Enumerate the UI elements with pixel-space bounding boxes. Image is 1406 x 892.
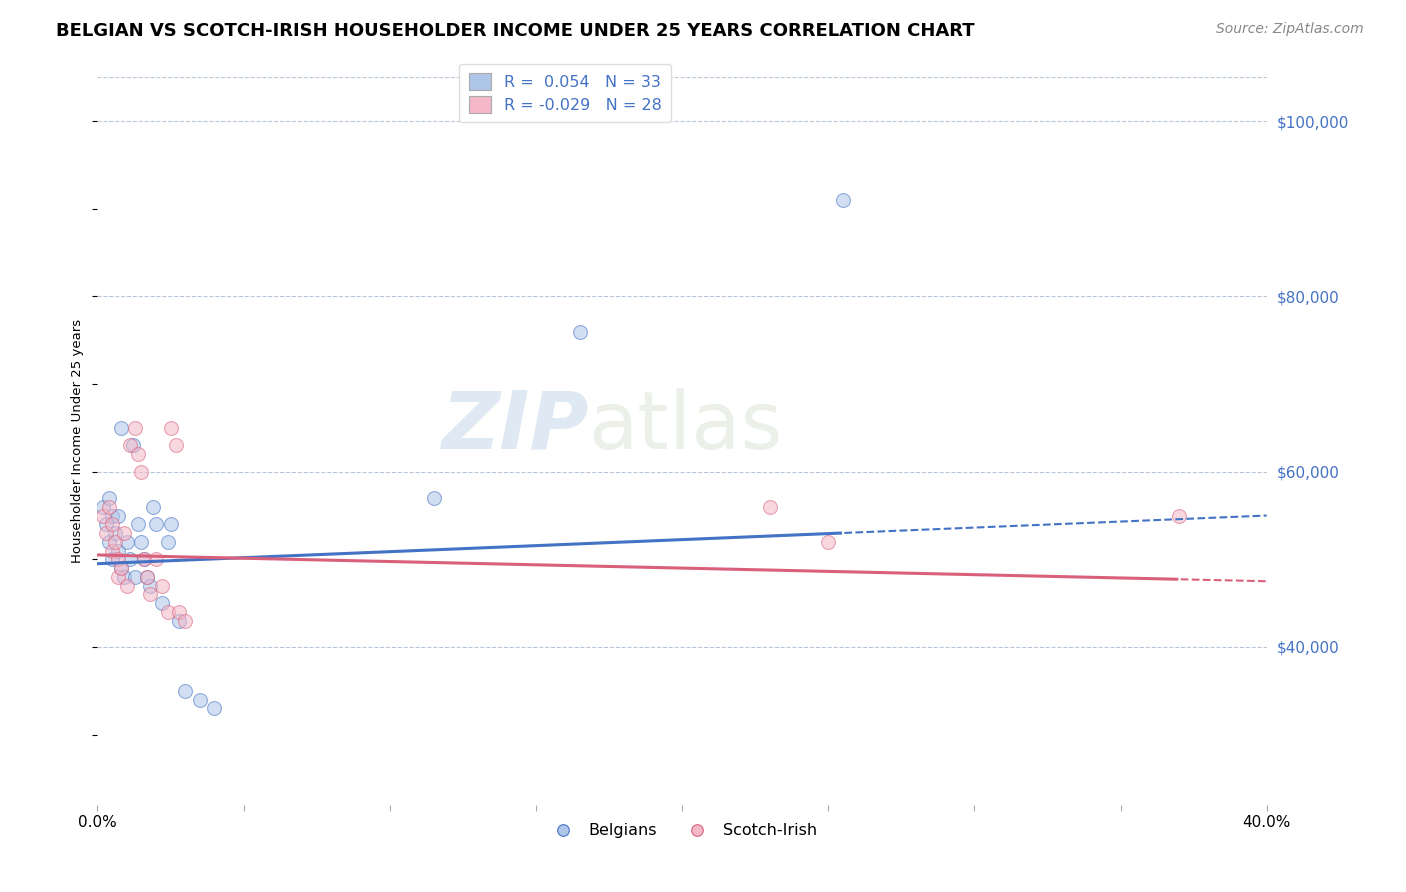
- Point: [139, 587, 162, 601]
- Point: [134, 552, 156, 566]
- Point: [98, 491, 121, 505]
- Point: [118, 438, 141, 452]
- Point: [188, 692, 211, 706]
- Point: [1168, 508, 1191, 523]
- Point: [115, 579, 138, 593]
- Point: [169, 614, 191, 628]
- Point: [124, 570, 146, 584]
- Point: [98, 534, 121, 549]
- Point: [121, 438, 143, 452]
- Text: ZIP: ZIP: [441, 387, 589, 466]
- Point: [165, 438, 187, 452]
- Point: [831, 193, 853, 207]
- Point: [107, 543, 129, 558]
- Point: [91, 508, 114, 523]
- Legend: Belgians, Scotch-Irish: Belgians, Scotch-Irish: [541, 816, 824, 844]
- Point: [145, 552, 167, 566]
- Point: [169, 605, 191, 619]
- Point: [104, 534, 127, 549]
- Point: [118, 552, 141, 566]
- Point: [136, 570, 159, 584]
- Point: [159, 421, 181, 435]
- Point: [150, 579, 173, 593]
- Point: [422, 491, 444, 505]
- Point: [107, 508, 129, 523]
- Point: [96, 526, 118, 541]
- Text: atlas: atlas: [589, 387, 783, 466]
- Point: [568, 325, 591, 339]
- Point: [159, 517, 181, 532]
- Point: [150, 596, 173, 610]
- Text: BELGIAN VS SCOTCH-IRISH HOUSEHOLDER INCOME UNDER 25 YEARS CORRELATION CHART: BELGIAN VS SCOTCH-IRISH HOUSEHOLDER INCO…: [56, 22, 974, 40]
- Point: [129, 465, 152, 479]
- Point: [156, 534, 179, 549]
- Point: [174, 683, 197, 698]
- Point: [101, 517, 124, 532]
- Point: [142, 500, 165, 514]
- Point: [127, 447, 149, 461]
- Point: [110, 561, 132, 575]
- Point: [107, 552, 129, 566]
- Point: [124, 421, 146, 435]
- Point: [817, 534, 839, 549]
- Point: [98, 500, 121, 514]
- Point: [101, 543, 124, 558]
- Point: [145, 517, 167, 532]
- Point: [96, 517, 118, 532]
- Point: [104, 526, 127, 541]
- Point: [101, 508, 124, 523]
- Point: [134, 552, 156, 566]
- Point: [156, 605, 179, 619]
- Point: [110, 561, 132, 575]
- Point: [101, 552, 124, 566]
- Point: [91, 500, 114, 514]
- Point: [139, 579, 162, 593]
- Point: [110, 421, 132, 435]
- Text: Source: ZipAtlas.com: Source: ZipAtlas.com: [1216, 22, 1364, 37]
- Point: [136, 570, 159, 584]
- Point: [174, 614, 197, 628]
- Point: [758, 500, 780, 514]
- Point: [112, 570, 135, 584]
- Point: [115, 534, 138, 549]
- Point: [112, 526, 135, 541]
- Point: [107, 570, 129, 584]
- Point: [202, 701, 225, 715]
- Point: [127, 517, 149, 532]
- Y-axis label: Householder Income Under 25 years: Householder Income Under 25 years: [72, 319, 84, 563]
- Point: [129, 534, 152, 549]
